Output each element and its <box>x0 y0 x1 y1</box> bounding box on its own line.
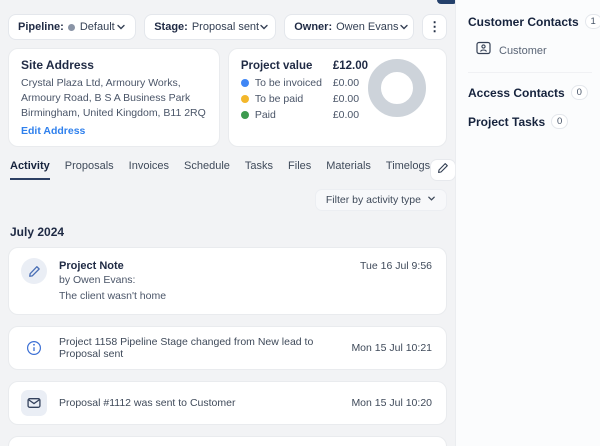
tab-tasks[interactable]: Tasks <box>244 160 274 172</box>
right-sidebar: Customer Contacts 1 Customer Access Cont… <box>455 0 600 446</box>
access-contacts-count-badge: 0 <box>570 85 588 100</box>
project-tasks-count-badge: 0 <box>551 114 569 129</box>
add-note-button[interactable] <box>430 159 455 181</box>
address-line: Crystal Plaza Ltd, Armoury Works, <box>21 77 181 89</box>
pipeline-color-dot <box>67 23 75 31</box>
activity-text: Project 1158 Pipeline Stage changed from… <box>59 336 314 360</box>
tab-schedule[interactable]: Schedule <box>184 160 230 172</box>
activity-timestamp: Mon 15 Jul 10:20 <box>351 397 432 409</box>
chevron-down-icon <box>116 22 126 32</box>
activity-timestamp: Tue 16 Jul 9:56 <box>360 260 432 272</box>
contact-card-icon <box>476 41 491 60</box>
activity-feed: Project Note by Owen Evans: The client w… <box>0 239 455 446</box>
chevron-down-icon <box>259 22 269 32</box>
legend-label: To be invoiced <box>254 77 322 89</box>
chevron-down-icon <box>427 194 436 206</box>
project-value-total-row: Project value £12.00 <box>241 57 368 75</box>
activity-item-project-note[interactable]: Project Note by Owen Evans: The client w… <box>8 247 447 315</box>
legend-value: £0.00 <box>332 77 360 89</box>
tab-files[interactable]: Files <box>288 160 312 172</box>
owner-dropdown[interactable]: Owner: Owen Evans <box>284 14 415 40</box>
month-header: July 2024 <box>10 225 65 239</box>
main-column: Pipeline: Default Stage: Proposal sent O… <box>0 0 455 446</box>
project-tasks-title: Project Tasks <box>468 114 546 129</box>
site-address-title: Site Address <box>21 58 94 72</box>
access-contacts-section-header[interactable]: Access Contacts 0 <box>468 85 592 100</box>
summary-cards-row: Site Address Crystal Plaza Ltd, Armoury … <box>0 40 455 147</box>
legend-value: £0.00 <box>332 109 360 121</box>
project-value-total: £12.00 <box>332 60 368 72</box>
activity-title: Project Note <box>59 260 124 272</box>
more-options-button[interactable]: ⋮ <box>422 14 447 40</box>
envelope-icon <box>21 390 47 416</box>
tab-timelogs[interactable]: Timelogs <box>385 160 431 172</box>
clipped-button-fragment <box>437 0 455 4</box>
chevron-down-icon <box>399 22 409 32</box>
legend-row-paid: Paid £0.00 <box>240 107 368 123</box>
customer-contacts-title: Customer Contacts <box>468 14 579 29</box>
stage-value: Proposal sent <box>191 21 260 33</box>
stage-dropdown[interactable]: Stage: Proposal sent <box>144 14 277 40</box>
pipeline-value: Default <box>79 21 115 33</box>
project-value-rows: Project value £12.00 To be invoiced £0.0… <box>240 57 368 138</box>
customer-contacts-count-badge: 1 <box>584 14 600 29</box>
activity-line: by Owen Evans: <box>59 274 136 286</box>
tab-action-buttons <box>430 159 455 181</box>
filter-by-activity-type-dropdown[interactable]: Filter by activity type <box>314 189 447 211</box>
project-value-donut-chart <box>368 59 426 117</box>
owner-label: Owner: <box>294 21 333 33</box>
site-address-card: Site Address Crystal Plaza Ltd, Armoury … <box>8 48 220 147</box>
legend-label: Paid <box>254 109 276 121</box>
access-contacts-title: Access Contacts <box>468 85 565 100</box>
legend-label: To be paid <box>254 93 304 105</box>
legend-value: £0.00 <box>332 93 360 105</box>
yellow-dot-icon <box>240 95 249 103</box>
pipeline-label: Pipeline: <box>18 21 64 33</box>
green-dot-icon <box>240 111 249 119</box>
legend-row-to-be-invoiced: To be invoiced £0.00 <box>240 75 368 91</box>
owner-value: Owen Evans <box>336 21 399 33</box>
address-line: Armoury Road, B S A Business Park <box>21 92 191 104</box>
activity-item-email-sent[interactable]: Email sent To: owen+local_no_permissions… <box>8 436 447 446</box>
pipeline-controls-row: Pipeline: Default Stage: Proposal sent O… <box>0 0 455 40</box>
activity-line: The client wasn't home <box>59 290 167 302</box>
activity-text: Proposal #1112 was sent to Customer <box>59 397 236 409</box>
customer-contacts-section-header[interactable]: Customer Contacts 1 <box>468 14 600 29</box>
pipeline-dropdown[interactable]: Pipeline: Default <box>8 14 137 40</box>
kebab-icon: ⋮ <box>428 19 442 34</box>
legend-row-to-be-paid: To be paid £0.00 <box>240 91 368 107</box>
filter-row: Filter by activity type <box>0 181 455 211</box>
edit-address-link[interactable]: Edit Address <box>21 125 86 137</box>
contact-label: Customer <box>499 44 547 57</box>
tab-materials[interactable]: Materials <box>326 160 371 172</box>
pencil-icon <box>21 258 47 284</box>
tabs: Activity Proposals Invoices Schedule Tas… <box>10 160 430 180</box>
address-line: Birmingham, United Kingdom, B11 2RQ <box>21 107 206 119</box>
project-value-card: Project value £12.00 To be invoiced £0.0… <box>227 48 447 147</box>
tab-proposals[interactable]: Proposals <box>64 160 114 172</box>
pencil-icon <box>437 161 449 179</box>
tab-activity[interactable]: Activity <box>10 160 50 180</box>
project-tasks-section-header[interactable]: Project Tasks 0 <box>468 114 592 129</box>
project-value-title: Project value <box>240 60 313 72</box>
tabs-row: Activity Proposals Invoices Schedule Tas… <box>0 147 455 181</box>
blue-dot-icon <box>240 79 249 87</box>
activity-timestamp: Mon 15 Jul 10:21 <box>351 342 432 354</box>
info-icon <box>21 335 47 361</box>
stage-label: Stage: <box>154 21 188 33</box>
tab-invoices[interactable]: Invoices <box>128 160 170 172</box>
activity-item-stage-change[interactable]: Project 1158 Pipeline Stage changed from… <box>8 326 447 370</box>
filter-label: Filter by activity type <box>325 194 421 206</box>
contact-item-customer[interactable]: Customer <box>468 41 592 73</box>
activity-item-proposal-sent[interactable]: Proposal #1112 was sent to Customer Mon … <box>8 381 447 425</box>
